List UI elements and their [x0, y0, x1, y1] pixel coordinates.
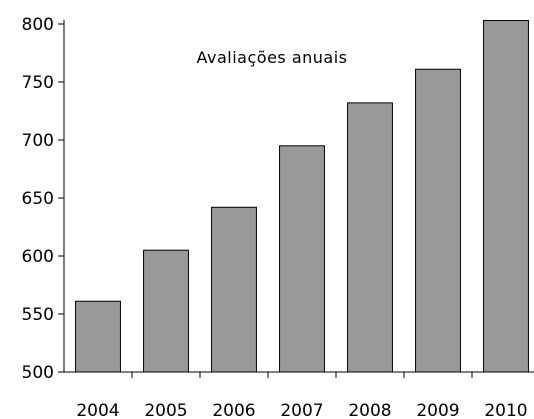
x-tick-label: 2008: [348, 401, 391, 419]
bar-2010: [483, 20, 529, 373]
bar-2005: [143, 249, 189, 373]
bar-2006: [211, 206, 257, 373]
x-tick-label: 2004: [76, 401, 119, 419]
bar-2008: [347, 102, 393, 373]
y-tick-label: 700: [22, 131, 54, 151]
x-axis: 2004 2005 2006 2007 2008 2009 2010: [64, 371, 534, 419]
bars: [75, 20, 529, 373]
x-tick-label: 2006: [212, 401, 255, 419]
x-tick-label: 2005: [144, 401, 187, 419]
y-tick-label: 750: [22, 73, 54, 93]
x-tick-label: 2007: [280, 401, 323, 419]
y-axis: 500 550 600 650 700 750 800: [22, 15, 65, 383]
bar-2004: [75, 300, 121, 373]
x-tick-label: 2009: [416, 401, 459, 419]
bar-2007: [279, 145, 325, 373]
y-tick-label: 800: [22, 15, 54, 35]
x-tick-label: 2010: [484, 401, 527, 419]
y-tick-label: 650: [22, 189, 54, 209]
y-tick-label: 500: [22, 363, 54, 383]
y-tick-label: 600: [22, 247, 54, 267]
chart-title: Avaliações anuais: [197, 48, 348, 67]
bar-2009: [415, 68, 461, 373]
y-tick-label: 550: [22, 305, 54, 325]
